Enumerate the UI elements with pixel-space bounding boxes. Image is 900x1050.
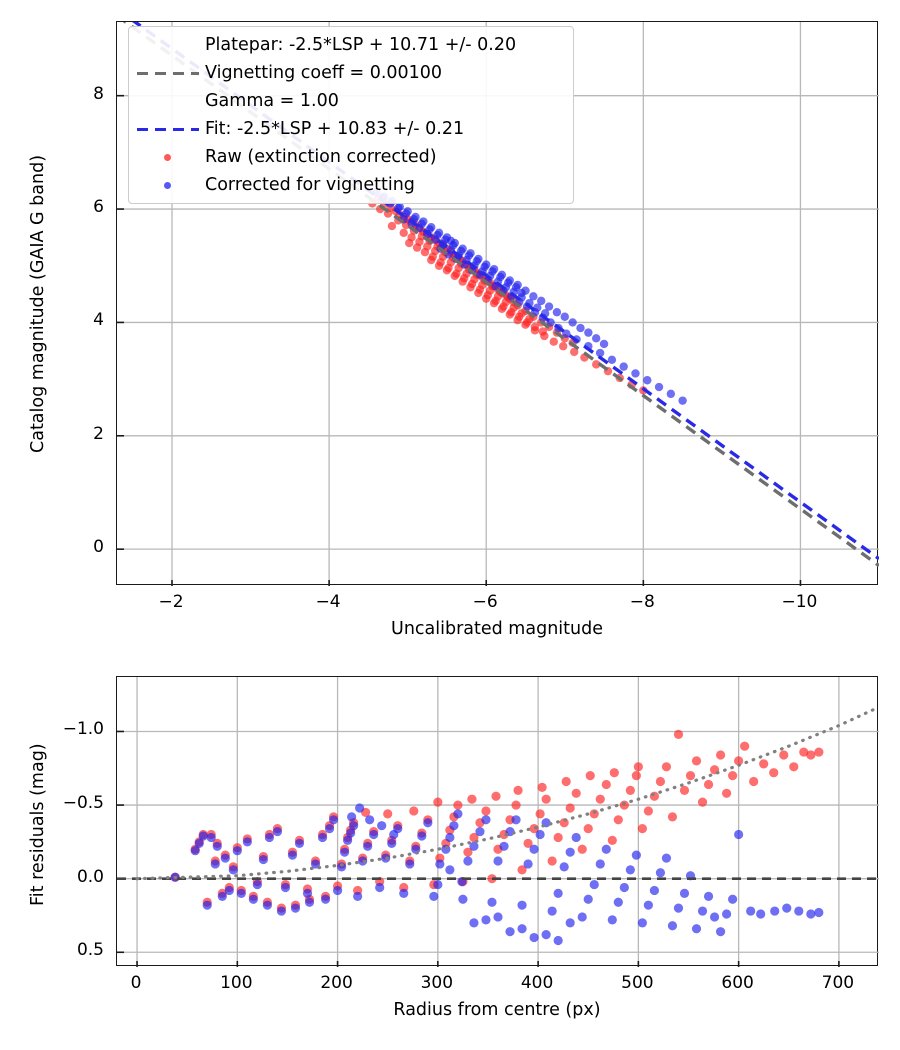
legend-box: Platepar: -2.5*LSP + 10.71 +/- 0.20 Vigne…	[128, 26, 574, 204]
y-tick-label: 0.0	[76, 866, 104, 887]
y-tick-label: −1.0	[62, 719, 104, 740]
legend-entry-label: Platepar: -2.5*LSP + 10.71 +/- 0.20	[205, 35, 517, 55]
fit-line	[132, 22, 879, 561]
legend-entry: Gamma = 1.00	[129, 88, 575, 114]
x-tick-label: −4	[315, 592, 341, 612]
dashed-line-icon	[137, 72, 199, 75]
y-tick-label: 6	[93, 197, 104, 218]
y-tick-label: 0.5	[76, 940, 104, 961]
bottom-panel-x-axis-label: Radius from centre (px)	[393, 1000, 601, 1020]
bottom-panel-svg	[117, 677, 879, 967]
x-tick-label: 500	[621, 973, 654, 993]
legend-entry: Raw (extinction corrected)	[129, 144, 575, 170]
legend-platepar-dashed-line-icon	[137, 60, 199, 86]
legend-entry: Fit: -2.5*LSP + 10.83 +/- 0.21	[129, 116, 575, 142]
legend-entry-label: Gamma = 1.00	[205, 91, 339, 111]
x-tick-label: −8	[629, 592, 655, 612]
x-tick-label: 0	[130, 973, 142, 993]
legend-entry-label: Raw (extinction corrected)	[205, 147, 437, 167]
legend-entry-label: Vignetting coeff = 0.00100	[205, 63, 443, 83]
x-tick-label: −10	[781, 592, 818, 612]
x-tick-label: 300	[420, 973, 454, 993]
y-tick-label: −0.5	[62, 793, 104, 814]
y-tick-label: 8	[93, 83, 104, 104]
legend-entry: Platepar: -2.5*LSP + 10.71 +/- 0.20	[129, 32, 575, 58]
fit-line	[122, 22, 879, 567]
x-tick-label: 400	[520, 973, 554, 993]
x-tick-label: −6	[472, 592, 498, 612]
x-tick-label: 600	[721, 973, 754, 993]
legend-entry: Corrected for vignetting	[129, 172, 575, 198]
scatter-marker-icon	[164, 182, 171, 189]
x-tick-label: 200	[320, 973, 353, 993]
legend-entry-label: Fit: -2.5*LSP + 10.83 +/- 0.21	[205, 119, 465, 139]
scatter-series	[372, 187, 687, 405]
legend-corrected-marker-icon	[137, 172, 199, 198]
legend-raw-marker-icon	[137, 144, 199, 170]
legend-no-marker	[137, 88, 199, 114]
x-tick-label: 700	[821, 973, 855, 993]
vignetting-model-curve	[135, 707, 876, 881]
scatter-marker-icon	[164, 154, 171, 161]
x-tick-label: −2	[158, 592, 184, 612]
fit-residuals-plot	[116, 676, 879, 967]
top-panel-x-axis-label: Uncalibrated magnitude	[391, 619, 603, 639]
legend-no-marker	[137, 32, 199, 58]
legend-entry: Vignetting coeff = 0.00100	[129, 60, 575, 86]
scatter-series	[170, 729, 824, 913]
y-tick-label: 0	[93, 537, 104, 558]
legend-fit-dashed-line-icon	[137, 116, 199, 142]
x-tick-label: 100	[220, 973, 253, 993]
y-tick-label: 2	[93, 423, 104, 444]
y-tick-label: 4	[93, 310, 104, 331]
dashed-line-icon	[137, 128, 199, 131]
scatter-series	[170, 803, 824, 946]
legend-entry-label: Corrected for vignetting	[205, 175, 415, 195]
